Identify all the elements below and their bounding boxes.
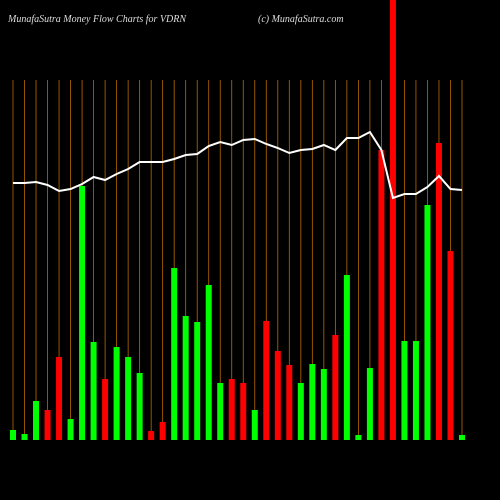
bar	[320, 369, 327, 440]
bar	[67, 419, 74, 440]
bar	[79, 186, 86, 440]
bar	[389, 0, 396, 440]
bar	[459, 435, 465, 440]
bar	[447, 251, 454, 440]
bar	[424, 205, 431, 440]
bar	[297, 383, 304, 440]
bar	[263, 321, 270, 440]
bar	[44, 410, 51, 440]
bar	[113, 347, 120, 440]
copyright: (c) MunafaSutra.com	[258, 14, 344, 25]
bar	[171, 268, 178, 440]
bar	[21, 434, 28, 440]
bar	[435, 143, 442, 440]
money-flow-line	[13, 130, 463, 200]
bar	[205, 285, 212, 440]
bar	[240, 383, 247, 440]
bar	[286, 365, 293, 440]
bar	[274, 351, 281, 440]
bar	[343, 275, 350, 440]
bar	[125, 357, 132, 440]
bar	[56, 357, 63, 440]
bar	[412, 341, 419, 440]
bar	[136, 373, 143, 440]
bar	[378, 150, 385, 440]
bar	[33, 401, 40, 440]
bar	[309, 364, 316, 440]
bar	[355, 435, 362, 440]
bar	[194, 322, 201, 440]
chart-title: MunafaSutra Money Flow Charts for VDRN	[7, 14, 187, 25]
bar	[148, 431, 155, 440]
bar	[10, 430, 16, 440]
bar	[366, 368, 373, 440]
bar	[90, 342, 97, 440]
bar	[401, 341, 408, 440]
bar	[159, 422, 166, 440]
bar	[228, 379, 235, 440]
bar	[102, 379, 109, 440]
bar	[217, 383, 224, 440]
bar	[182, 316, 189, 440]
bar	[332, 335, 339, 440]
bar	[251, 410, 258, 440]
